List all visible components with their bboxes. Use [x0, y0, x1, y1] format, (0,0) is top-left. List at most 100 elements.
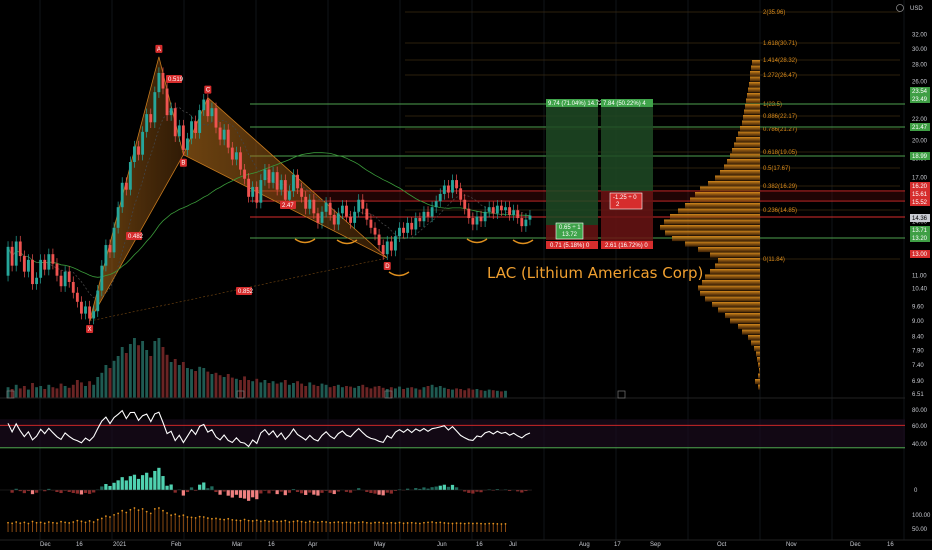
- volume-bar: [35, 387, 39, 398]
- volume-bar: [495, 390, 499, 398]
- candle-body: [239, 152, 242, 170]
- osc-dot: [100, 517, 103, 520]
- macd-bar: [26, 490, 31, 492]
- candle-body: [353, 211, 357, 223]
- fib-label: 0.786(21.27): [763, 127, 797, 133]
- volume-bar: [161, 347, 165, 398]
- macd-bar: [263, 490, 267, 491]
- volume-bar: [373, 386, 377, 398]
- volume-bar: [145, 350, 149, 398]
- candle-body: [255, 186, 259, 203]
- osc-dot: [357, 521, 360, 524]
- candle-body: [173, 108, 177, 137]
- price-badge-label: 21.47: [912, 125, 928, 131]
- candle-body: [22, 256, 26, 272]
- candle-body: [181, 125, 185, 150]
- candle-body: [157, 72, 161, 93]
- macd-bar: [357, 488, 361, 490]
- candle-body: [336, 213, 340, 225]
- macd-bar: [328, 490, 332, 493]
- macd-bar: [414, 488, 418, 490]
- volume-profile-bar: [738, 324, 760, 330]
- macd-bar: [267, 490, 271, 494]
- osc-dot: [333, 521, 336, 524]
- macd-bar: [332, 490, 336, 495]
- time-tick: Jun: [437, 542, 447, 548]
- target-label: 7.84 (50.22%) 4: [603, 101, 646, 107]
- volume-bar: [463, 390, 467, 398]
- osc-dot: [145, 510, 148, 513]
- volume-bar: [418, 389, 422, 398]
- volume-bar: [84, 386, 87, 398]
- osc-dot: [325, 521, 327, 523]
- osc-dot: [276, 520, 279, 523]
- macd-bar: [112, 482, 116, 490]
- macd-bar: [291, 489, 296, 490]
- candle-body: [300, 188, 304, 197]
- volume-bar: [434, 387, 438, 398]
- osc-dot: [47, 521, 50, 523]
- osc-dot: [153, 508, 156, 510]
- fib-label: 0.618(19.05): [763, 150, 797, 156]
- volume-bar: [263, 380, 267, 398]
- mid-label: 0.65 ÷ 1: [559, 225, 581, 231]
- volume-bar: [385, 389, 389, 398]
- volume-bar: [214, 372, 218, 398]
- pattern-arc: [512, 239, 534, 245]
- osc-dot: [406, 522, 409, 524]
- pivot-label: D: [385, 264, 390, 270]
- candle-body: [198, 110, 202, 133]
- volume-bar: [442, 387, 446, 398]
- volume-bar: [31, 383, 34, 398]
- volume-bar: [18, 388, 22, 398]
- macd-bar: [255, 490, 259, 500]
- osc-dot: [223, 518, 226, 521]
- volume-profile-bar: [749, 82, 760, 88]
- volume-profile-bar: [734, 142, 760, 148]
- osc-dot: [31, 520, 34, 523]
- osc-dot: [312, 521, 315, 523]
- candle-body: [145, 114, 149, 132]
- macd-bar: [185, 490, 190, 493]
- volume-bar: [349, 386, 352, 398]
- pivot-badge: [86, 325, 94, 334]
- osc-dot: [264, 519, 266, 522]
- osc-dot: [471, 522, 474, 525]
- time-tick: 2021: [113, 542, 127, 548]
- volume-bar: [336, 384, 340, 398]
- volume-bar: [499, 391, 503, 398]
- osc-dot: [206, 517, 209, 519]
- volume-bar: [393, 388, 397, 398]
- time-axis[interactable]: Dec 16 2021 Feb Mar 16 Apr May Jun 16 Jul Aug 17 Sep O…: [0, 539, 932, 548]
- candle-body: [324, 202, 328, 212]
- volume-bar: [369, 388, 373, 398]
- volume-profile-bar: [742, 120, 760, 126]
- volume-profile: [660, 60, 760, 390]
- volume-profile-bar: [758, 373, 760, 379]
- osc-dot: [300, 520, 303, 523]
- time-tick: Feb: [171, 542, 182, 548]
- osc-dot: [247, 519, 250, 522]
- osc-dot: [402, 522, 405, 525]
- macd-bar: [165, 485, 169, 490]
- event-marker: [617, 390, 626, 399]
- volume-bar: [243, 376, 246, 398]
- volume-bar: [202, 368, 206, 398]
- price-tick: 6.51: [912, 392, 924, 398]
- volume-bar: [467, 388, 471, 398]
- macd-bar: [422, 487, 426, 490]
- volume-bar: [487, 389, 491, 398]
- candle-body: [402, 227, 405, 233]
- macd-bar: [442, 484, 446, 490]
- macd-bar: [336, 490, 340, 492]
- volume-profile-bar: [730, 153, 760, 159]
- rsi-tick: 80.00: [912, 408, 928, 414]
- price-axis[interactable]: 32.0030.0028.0026.0024.0022.0020.0018.50…: [896, 4, 931, 399]
- volume-bar: [165, 354, 169, 398]
- osc-dot: [443, 522, 446, 524]
- candle-body: [271, 172, 275, 183]
- macd-bar: [92, 490, 96, 493]
- volume-profile-bar: [750, 76, 760, 82]
- volume-profile-bar: [745, 104, 760, 110]
- price-tick: 9.60: [912, 304, 924, 310]
